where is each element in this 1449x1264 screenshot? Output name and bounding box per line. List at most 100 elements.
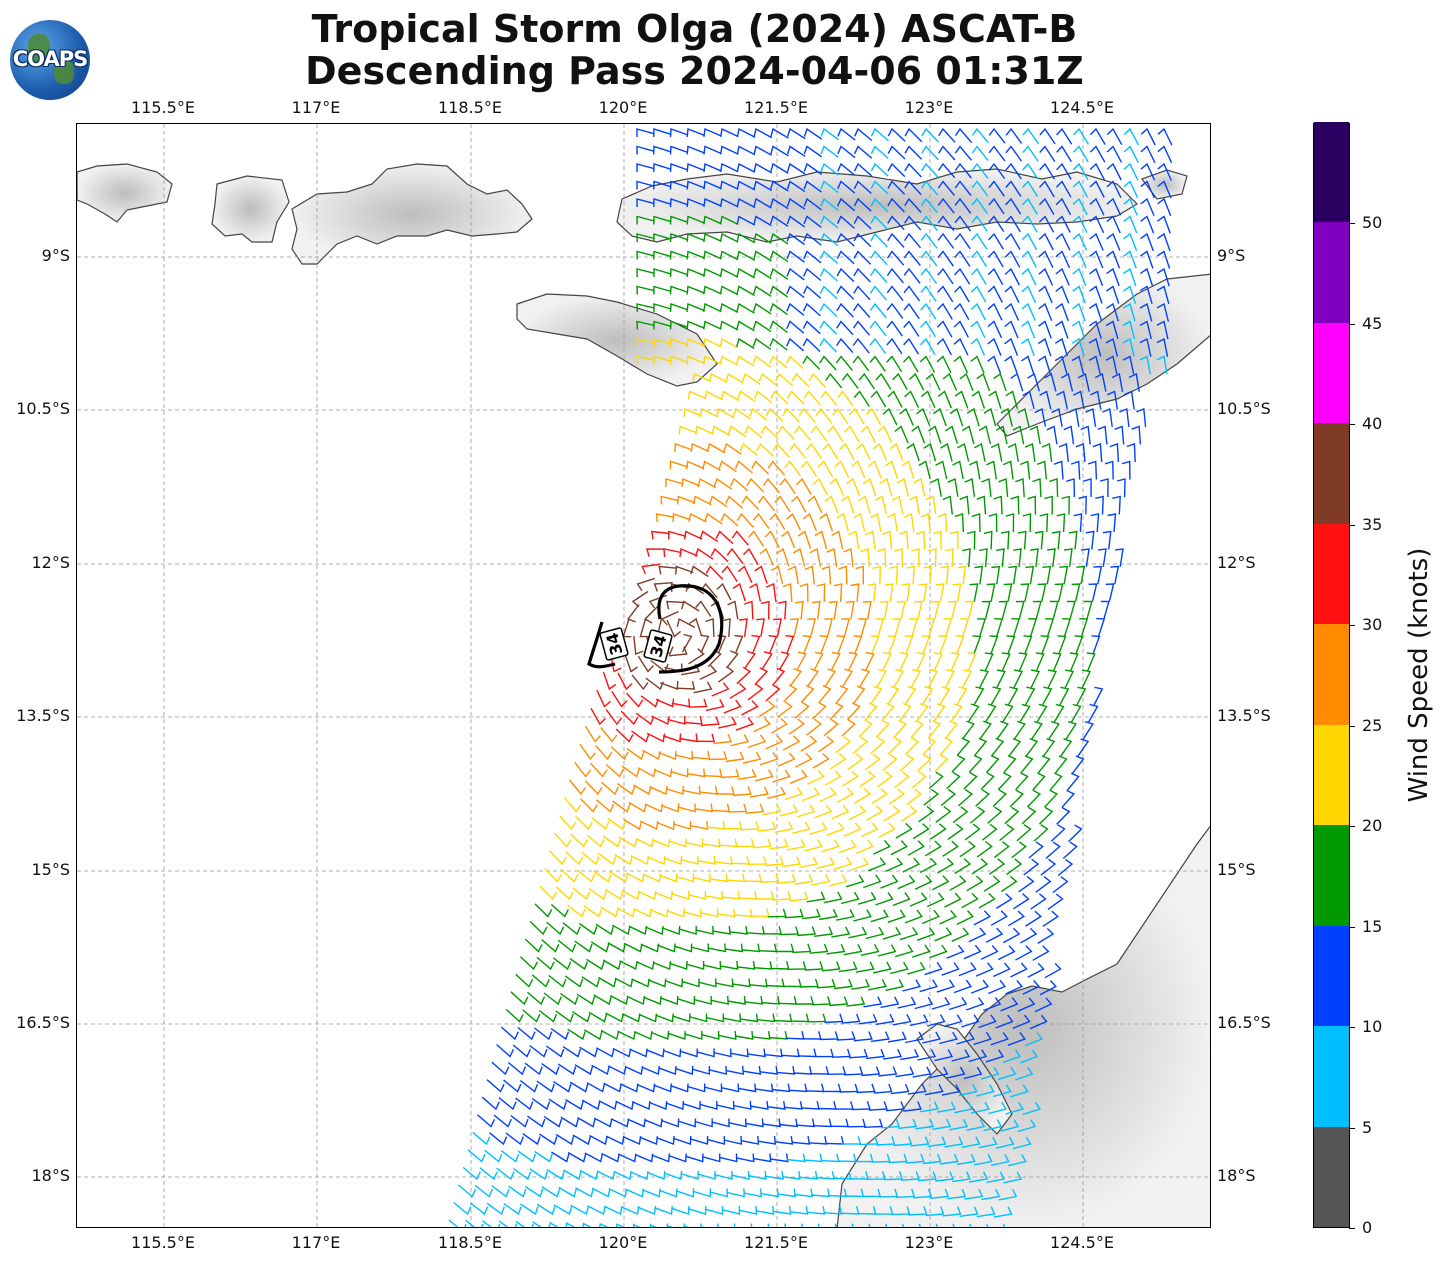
wind-barb: [769, 250, 789, 263]
wind-barb: [855, 565, 864, 585]
wind-barb: [1044, 372, 1057, 392]
wind-barb: [1071, 583, 1081, 602]
wind-barb: [969, 583, 979, 602]
wind-barb: [1017, 530, 1027, 550]
wind-barb: [740, 821, 760, 831]
wind-barb: [887, 162, 906, 178]
wind-barb: [753, 267, 772, 280]
wind-barb: [720, 768, 740, 779]
wind-barb: [1032, 600, 1042, 620]
wind-barb: [1071, 337, 1085, 357]
wind-barb: [520, 1203, 539, 1216]
wind-barb: [826, 547, 838, 567]
wind-barb: [954, 197, 972, 214]
wind-barb: [824, 1013, 844, 1024]
wind-barb: [987, 285, 1003, 303]
wind-barb: [836, 635, 846, 654]
wind-barb: [551, 1151, 570, 1163]
wind-barb: [642, 873, 662, 883]
wind-barb: [715, 978, 734, 988]
wind-barb: [920, 390, 936, 409]
wind-barb: [774, 495, 791, 512]
wind-barb: [993, 841, 1010, 858]
wind-barb: [732, 407, 751, 420]
wind-barb: [903, 302, 920, 320]
wind-barb: [636, 303, 655, 313]
wind-barb: [726, 873, 746, 883]
wind-barb: [913, 600, 923, 620]
wind-barb: [639, 1136, 659, 1145]
wind-barb: [850, 583, 860, 602]
wind-barb: [807, 495, 823, 514]
wind-barb: [1037, 355, 1051, 374]
wind-barb: [836, 512, 850, 532]
wind-barb: [609, 871, 629, 883]
wind-barb: [802, 355, 821, 370]
wind-barb: [805, 1083, 825, 1093]
wind-barb: [853, 1031, 873, 1042]
wind-barb: [962, 548, 971, 568]
wind-barb: [719, 267, 739, 278]
wind-barb: [829, 753, 847, 770]
wind-barb: [703, 197, 722, 207]
wind-barb: [553, 1204, 573, 1216]
wind-barb: [903, 250, 921, 266]
wind-barb: [757, 1135, 777, 1145]
wind-barb: [663, 855, 683, 865]
wind-barb: [954, 145, 973, 161]
wind-barb: [736, 267, 755, 279]
wind-barb: [1100, 600, 1110, 619]
wind-barb: [1088, 583, 1098, 602]
wind-barb: [904, 127, 923, 143]
wind-barb: [603, 1205, 623, 1216]
wind-barb: [969, 1171, 989, 1183]
wind-barb: [820, 197, 839, 211]
wind-barb: [1005, 1101, 1024, 1115]
wind-barb: [786, 267, 805, 281]
wind-barb: [703, 320, 722, 330]
wind-barb: [636, 233, 655, 243]
wind-barb: [903, 267, 921, 284]
wind-barb: [598, 1100, 618, 1111]
wind-barb: [883, 1048, 903, 1060]
wind-barb: [971, 1101, 990, 1114]
wind-barb: [837, 390, 854, 407]
wind-barb: [1035, 652, 1045, 671]
wind-barb: [761, 651, 773, 670]
wind-barb: [817, 735, 835, 753]
wind-barb: [855, 839, 874, 855]
wind-barb: [820, 145, 839, 158]
wind-barb: [1049, 600, 1059, 620]
wind-barb: [800, 735, 818, 752]
wind-barb: [836, 232, 855, 247]
wind-barb: [787, 961, 807, 970]
wind-barb: [1123, 180, 1139, 199]
wind-barb: [793, 1066, 813, 1075]
wind-barb: [949, 1118, 969, 1131]
wind-barb: [798, 407, 817, 424]
wind-barb: [1000, 1119, 1020, 1132]
wind-barb: [690, 442, 710, 453]
wind-barb: [1022, 180, 1039, 198]
wind-barb: [631, 978, 650, 988]
wind-barb: [696, 733, 716, 743]
wind-barb: [836, 787, 855, 804]
wind-barb: [992, 789, 1008, 808]
wind-barb: [971, 197, 988, 215]
wind-barb: [853, 162, 873, 177]
wind-barb: [886, 267, 904, 284]
wind-barb: [887, 145, 906, 160]
wind-barb: [1002, 927, 1021, 944]
wind-barb: [688, 698, 708, 708]
wind-barb: [719, 355, 739, 366]
wind-barb: [660, 610, 679, 626]
wind-barb: [939, 1153, 959, 1165]
wind-barb: [884, 460, 899, 479]
wind-barb: [786, 215, 806, 228]
lat-label-left: 9°S: [41, 246, 70, 265]
wind-barb: [1140, 145, 1156, 164]
wind-barb: [520, 956, 539, 971]
wind-barb: [786, 145, 806, 157]
colorbar-segment: [1314, 122, 1349, 222]
lat-label-right: 18°S: [1217, 1166, 1256, 1185]
